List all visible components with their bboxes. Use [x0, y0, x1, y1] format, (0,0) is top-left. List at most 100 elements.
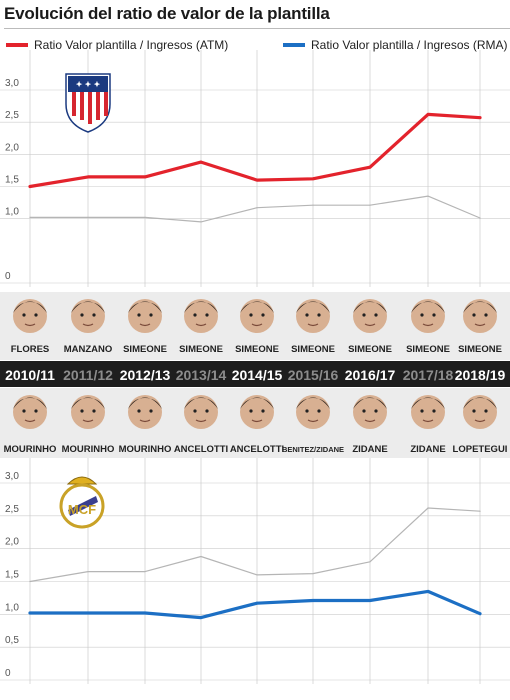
- atm-coach-name: SIMEONE: [458, 344, 502, 355]
- face-skin: [128, 395, 162, 429]
- legend-atm: Ratio Valor plantilla / Ingresos (ATM): [6, 38, 228, 52]
- coach-face-icon: [240, 395, 274, 429]
- data-point-atm: [255, 178, 259, 182]
- face-skin: [463, 299, 497, 333]
- data-point-reference: [256, 207, 258, 209]
- coach-face-icon: [353, 395, 387, 429]
- face-hair: [411, 301, 445, 313]
- real-madrid-crest-icon: MCF: [59, 476, 105, 529]
- face-mouth: [195, 323, 207, 327]
- face-skin: [184, 395, 218, 429]
- face-skin: [296, 299, 330, 333]
- face-eye: [484, 409, 488, 413]
- coach-face-icon: [71, 395, 105, 429]
- face-skin: [296, 395, 330, 429]
- data-point-atm: [86, 175, 90, 179]
- y-tick-label: 2,5: [5, 110, 19, 121]
- face-eye: [34, 409, 38, 413]
- face-hair: [463, 301, 497, 313]
- face-eye: [137, 409, 141, 413]
- face-hair: [13, 301, 47, 313]
- data-point-atm: [199, 160, 203, 164]
- season-label: 2014/15: [232, 367, 283, 383]
- face-hair: [128, 301, 162, 313]
- data-point-rma: [143, 611, 147, 615]
- face-eye: [362, 313, 366, 317]
- series-line-reference: [29, 195, 481, 223]
- face-skin: [411, 395, 445, 429]
- season-label: 2016/17: [345, 367, 396, 383]
- face-mouth: [422, 419, 434, 423]
- y-tick-label: 1,5: [5, 570, 19, 581]
- face-mouth: [195, 419, 207, 423]
- chart-title: Evolución del ratio de valor de la plant…: [4, 4, 330, 23]
- face-hair: [411, 397, 445, 409]
- data-point-atm: [426, 113, 430, 116]
- y-tick-label: 1,0: [5, 602, 19, 613]
- crest-crown: [66, 476, 98, 485]
- data-point-rma: [199, 616, 203, 620]
- season-label: 2010/11: [5, 367, 55, 383]
- data-point-reference: [312, 204, 314, 206]
- face-eye: [472, 313, 476, 317]
- face-eye: [205, 313, 209, 317]
- atm-coach-name: SIMEONE: [406, 344, 450, 355]
- face-skin: [240, 299, 274, 333]
- face-skin: [184, 299, 218, 333]
- rma-coach-name: ZIDANE: [352, 444, 387, 455]
- face-hair: [353, 397, 387, 409]
- face-eye: [193, 409, 197, 413]
- data-point-reference: [29, 216, 31, 218]
- y-tick-label: 2,0: [5, 537, 19, 548]
- data-point-rma: [28, 611, 32, 615]
- face-eye: [149, 313, 153, 317]
- atm-coach-name: SIMEONE: [348, 344, 392, 355]
- face-eye: [149, 409, 153, 413]
- y-tick-label: 0: [5, 668, 11, 679]
- season-label: 2017/18: [403, 367, 454, 383]
- face-mouth: [422, 323, 434, 327]
- crest-monogram: MCF: [68, 502, 96, 517]
- legend-atm-swatch: [6, 42, 28, 47]
- rma-coach-name: BENITEZ/ZIDANE: [282, 445, 344, 454]
- series-line-rma: [28, 589, 482, 620]
- data-point-atm: [478, 116, 482, 120]
- face-hair: [240, 397, 274, 409]
- coach-face-icon: [411, 299, 445, 333]
- crest-stripe: [80, 92, 84, 120]
- face-hair: [13, 397, 47, 409]
- coach-face-icon: [13, 299, 47, 333]
- face-mouth: [251, 323, 263, 327]
- legend-rma: Ratio Valor plantilla / Ingresos (RMA): [283, 38, 508, 52]
- face-eye: [420, 409, 424, 413]
- data-point-reference: [312, 573, 314, 575]
- data-point-atm: [311, 177, 315, 181]
- data-point-reference: [427, 507, 429, 509]
- atm-coach-name: FLORES: [11, 344, 50, 355]
- face-mouth: [307, 419, 319, 423]
- face-skin: [411, 299, 445, 333]
- atm-coach-name: SIMEONE: [123, 344, 167, 355]
- crest-stripe: [104, 92, 108, 116]
- season-band: [0, 361, 510, 387]
- face-eye: [432, 409, 436, 413]
- season-label: 2018/19: [455, 367, 506, 383]
- data-point-reference: [369, 204, 371, 206]
- face-hair: [184, 301, 218, 313]
- face-eye: [92, 313, 96, 317]
- atm-coach-name: SIMEONE: [235, 344, 279, 355]
- chart-rma: 3,0 2,5 2,0 1,5 1,0 0,5 0 MCF: [0, 443, 510, 684]
- coach-face-icon: [128, 395, 162, 429]
- legend-atm-label: Ratio Valor plantilla / Ingresos (ATM): [34, 38, 229, 52]
- face-skin: [353, 395, 387, 429]
- face-eye: [22, 409, 26, 413]
- coach-face-icon: [240, 299, 274, 333]
- season-label: 2012/13: [120, 367, 171, 383]
- rma-coach-name: ANCELOTTI: [174, 444, 228, 455]
- face-hair: [240, 301, 274, 313]
- data-point-atm: [28, 185, 32, 188]
- face-skin: [13, 395, 47, 429]
- face-eye: [249, 313, 253, 317]
- data-point-reference: [479, 510, 481, 512]
